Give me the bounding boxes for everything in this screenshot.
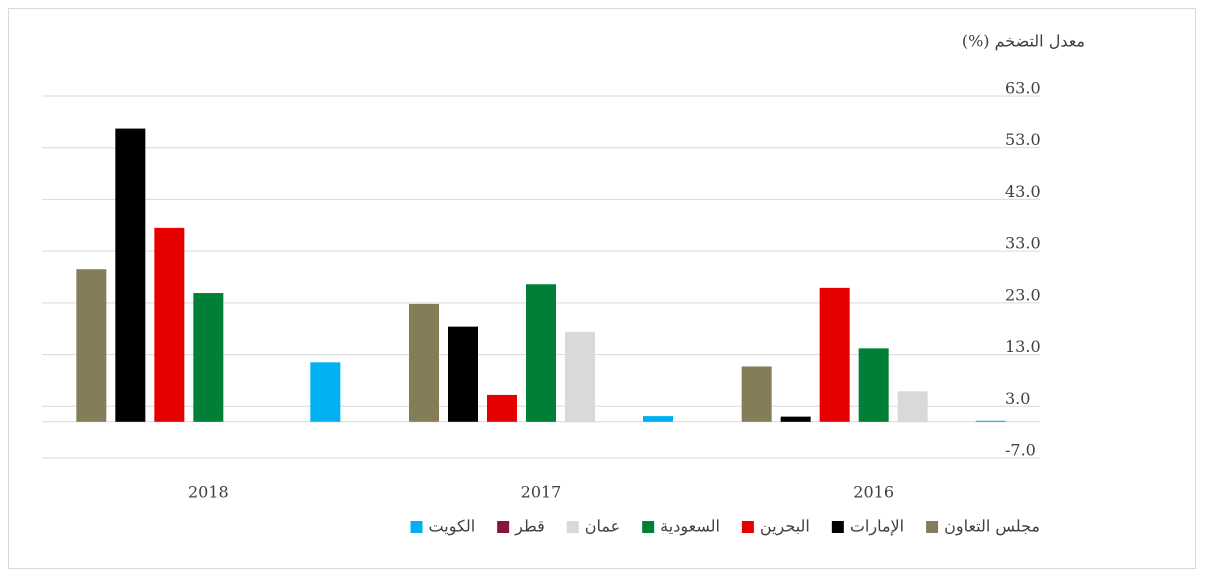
bar (526, 284, 556, 422)
bar (643, 416, 673, 422)
y-tick-label: 63.0 (1005, 79, 1041, 98)
y-tick-label: 23.0 (1005, 285, 1041, 304)
y-tick-label: 33.0 (1005, 234, 1041, 253)
bar (858, 348, 889, 422)
bar (115, 128, 146, 422)
chart-border (8, 8, 1196, 569)
y-tick-label: 13.0 (1005, 337, 1041, 356)
x-tick-label: 2017 (521, 483, 562, 502)
y-tick-label: 3.0 (1005, 389, 1030, 408)
y-tick-label: 43.0 (1005, 182, 1041, 201)
legend-label: الكويت (429, 517, 476, 536)
legend-swatch (566, 521, 579, 533)
x-tick-label: 2016 (853, 483, 894, 502)
legend-label: مجلس التعاون (944, 517, 1040, 536)
bar (154, 227, 185, 422)
y-tick-label: -7.0 (1005, 441, 1036, 460)
legend-swatch (497, 521, 510, 533)
legend-swatch (926, 521, 939, 533)
legend-label: السعودية (660, 517, 720, 536)
bar (487, 394, 517, 422)
legend-label: الإمارات (850, 517, 904, 536)
bar (975, 420, 1006, 422)
bar (409, 303, 439, 422)
chart-title: معدل التضخم (%) (962, 32, 1085, 51)
bar (193, 293, 224, 422)
legend-swatch (410, 521, 423, 533)
legend-swatch (741, 521, 754, 533)
bar (780, 416, 811, 422)
legend-label: قطر (514, 517, 545, 536)
legend-swatch (642, 521, 655, 533)
bar (741, 366, 772, 422)
bar (448, 326, 478, 422)
bar (310, 362, 341, 422)
y-tick-label: 53.0 (1005, 130, 1041, 149)
legend-swatch (831, 521, 844, 533)
bar (565, 331, 595, 422)
bar (819, 287, 850, 422)
legend-label: البحرين (760, 517, 810, 536)
bar (76, 269, 107, 422)
x-tick-label: 2018 (188, 483, 229, 502)
bar (897, 391, 928, 422)
legend-label: عمان (585, 517, 620, 536)
